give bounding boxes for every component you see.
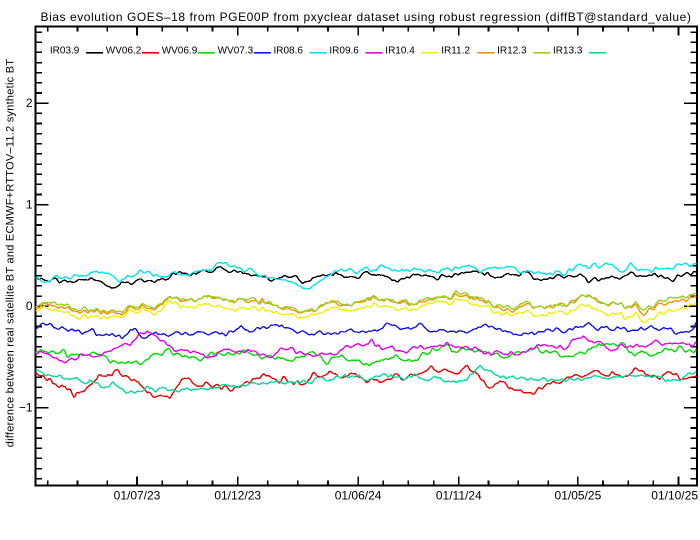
svg-text:IR03.9: IR03.9 — [50, 45, 80, 56]
svg-text:0: 0 — [26, 299, 33, 313]
svg-text:01/12/23: 01/12/23 — [214, 489, 261, 503]
svg-text:01/06/24: 01/06/24 — [335, 489, 382, 503]
svg-text:1: 1 — [26, 198, 33, 212]
svg-text:01/11/24: 01/11/24 — [436, 489, 482, 503]
svg-text:Bias evolution GOES–18 from PG: Bias evolution GOES–18 from PGE00P from … — [41, 10, 692, 24]
svg-text:01/07/23: 01/07/23 — [114, 489, 161, 503]
svg-text:IR12.3: IR12.3 — [497, 45, 527, 56]
svg-text:IR09.6: IR09.6 — [329, 45, 359, 56]
svg-text:IR11.2: IR11.2 — [441, 45, 470, 56]
svg-text:01/10/25: 01/10/25 — [651, 489, 698, 503]
svg-text:01/05/25: 01/05/25 — [555, 489, 602, 503]
svg-text:2: 2 — [26, 96, 33, 110]
svg-text:WV07.3: WV07.3 — [218, 45, 254, 56]
svg-text:−1: −1 — [19, 401, 33, 415]
svg-text:IR10.4: IR10.4 — [385, 45, 415, 56]
svg-text:WV06.2: WV06.2 — [106, 45, 142, 56]
svg-text:difference between real satell: difference between real satellite BT and… — [5, 59, 17, 448]
svg-text:IR08.6: IR08.6 — [274, 45, 304, 56]
svg-text:IR13.3: IR13.3 — [553, 45, 583, 56]
svg-text:WV06.9: WV06.9 — [162, 45, 198, 56]
